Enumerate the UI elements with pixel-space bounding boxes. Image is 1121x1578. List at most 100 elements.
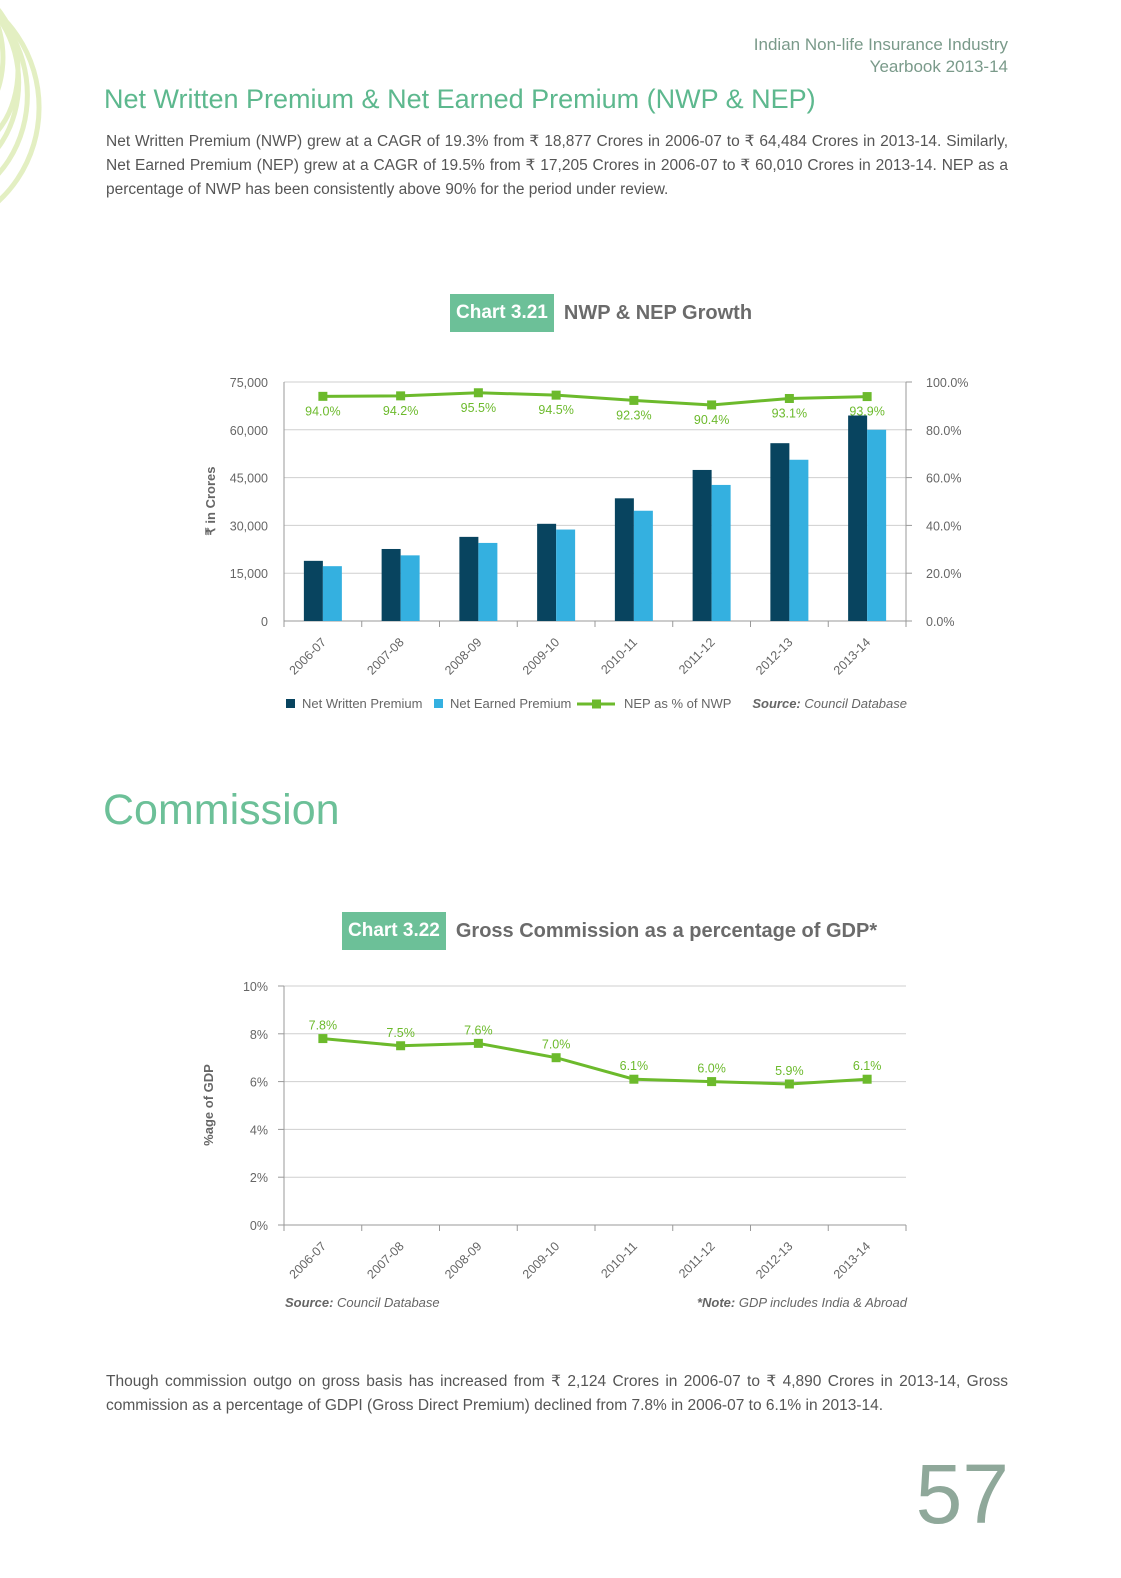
commission-title: Commission (103, 786, 340, 834)
chart2-marker (862, 1074, 872, 1084)
chart1-y2tick-label: 100.0% (926, 376, 968, 390)
header-line-1: Indian Non-life Insurance Industry (753, 35, 1008, 54)
chart1-ratio-label: 94.5% (538, 403, 573, 417)
chart2-data-label: 7.8% (309, 1019, 338, 1033)
chart1-bar-nep (322, 566, 342, 621)
chart1-source: Source: Council Database (752, 696, 907, 711)
chart1-ratio-marker (862, 392, 872, 402)
chart-1-number-tag: Chart 3.21 (450, 294, 554, 332)
chart2-ytick-label: 6% (250, 1076, 268, 1090)
chart2-xtick-label: 2006-07 (287, 1239, 329, 1281)
chart1-ratio-label: 90.4% (694, 413, 729, 427)
chart2-xtick-label: 2013-14 (831, 1239, 873, 1281)
chart1-bar-nep (478, 542, 498, 621)
chart1-xtick-label: 2009-10 (520, 635, 562, 677)
running-header: Indian Non-life Insurance Industry Yearb… (754, 34, 1008, 78)
chart1-xtick-label: 2012-13 (753, 635, 795, 677)
chart1-bar-nwp (770, 443, 790, 621)
chart2-note: *Note: GDP includes India & Abroad (697, 1295, 908, 1310)
chart1-xtick-label: 2006-07 (287, 635, 329, 677)
chart1-bar-nep (867, 429, 887, 621)
chart1-ytick-label: 0 (261, 615, 268, 629)
chart1-ratio-marker (629, 395, 639, 405)
chart1-y2tick-label: 80.0% (926, 424, 961, 438)
chart2-marker (473, 1038, 483, 1048)
chart1-ratio-label: 95.5% (461, 401, 496, 415)
chart1-ratio-label: 93.9% (849, 405, 884, 419)
chart1-legend-nwp: Net Written Premium (302, 696, 422, 711)
chart1-xtick-label: 2007-08 (364, 635, 406, 677)
chart2-ytick-label: 8% (250, 1028, 268, 1042)
chart1-bar-nep (711, 484, 731, 621)
chart2-xtick-label: 2010-11 (598, 1239, 640, 1281)
chart1-legend-swatch-nwp (286, 699, 295, 708)
chart1-ratio-label: 94.2% (383, 404, 418, 418)
chart-2-title: Gross Commission as a percentage of GDP* (455, 919, 878, 942)
chart2-marker (629, 1074, 639, 1084)
chart1-bar-nwp (614, 498, 634, 621)
chart1-bar-nep (556, 529, 576, 621)
chart1-legend-ratio: NEP as % of NWP (624, 696, 731, 711)
chart2-xtick-label: 2009-10 (520, 1239, 562, 1281)
chart1-ratio-marker (707, 400, 717, 410)
chart-1-title: NWP & NEP Growth (563, 301, 753, 324)
chart1-ratio-line (322, 391, 868, 407)
chart1-legend-swatch-ratio-marker (592, 699, 601, 709)
chart1-ratio-marker (473, 388, 483, 398)
chart1-ratio-marker (551, 390, 561, 400)
chart1-xtick-label: 2013-14 (831, 635, 873, 677)
chart-1-heading: Chart 3.21 NWP & NEP Growth (450, 294, 752, 332)
intro-paragraph: Net Written Premium (NWP) grew at a CAGR… (106, 133, 1008, 198)
chart1-bar-nwp (381, 548, 401, 621)
chart2-marker (707, 1077, 717, 1087)
chart2-marker (784, 1079, 794, 1089)
chart2-xtick-label: 2011-12 (676, 1239, 718, 1281)
chart1-ytick-label: 75,000 (230, 376, 268, 390)
chart2-data-label: 7.5% (386, 1026, 415, 1040)
chart1-ratio-marker (784, 393, 794, 403)
chart1-ratio-marker (396, 391, 406, 401)
chart2-y-axis-title: %age of GDP (201, 1064, 216, 1146)
chart2-marker (551, 1053, 561, 1063)
chart1-ytick-label: 45,000 (230, 472, 268, 486)
chart1-bar-nwp (692, 469, 712, 621)
chart1-bar-nwp (459, 536, 479, 621)
chart2-data-label: 5.9% (775, 1064, 804, 1078)
chart1-ytick-label: 30,000 (230, 519, 268, 533)
commission-paragraph: Though commission outgo on gross basis h… (106, 1373, 1008, 1414)
chart2-xtick-label: 2008-09 (442, 1239, 484, 1281)
chart2-ytick-label: 10% (243, 980, 268, 994)
chart1-bar-nep (400, 555, 420, 621)
chart1-y2tick-label: 0.0% (926, 615, 955, 629)
chart1-ytick-label: 15,000 (230, 567, 268, 581)
chart1-y2tick-label: 20.0% (926, 567, 961, 581)
chart1-y-axis-title: ₹ in Crores (203, 467, 218, 536)
chart2-xtick-label: 2012-13 (753, 1239, 795, 1281)
chart2-data-label: 7.0% (542, 1038, 571, 1052)
chart1-ratio-label: 94.0% (305, 404, 340, 418)
chart1-ratio-label: 93.1% (772, 406, 807, 420)
chart1-bar-nwp (537, 523, 557, 621)
chart1-bar-nwp (303, 560, 323, 621)
chart2-data-label: 6.1% (620, 1059, 649, 1073)
chart1-y2tick-label: 40.0% (926, 519, 961, 533)
chart2-data-label: 6.0% (697, 1062, 726, 1076)
chart2-data-label: 7.6% (464, 1023, 493, 1037)
chart1-xtick-label: 2011-12 (676, 635, 718, 677)
chart1-ratio-label: 92.3% (616, 408, 651, 422)
chart2-marker (318, 1034, 328, 1044)
header-line-2: Yearbook 2013-14 (869, 57, 1008, 76)
chart1-xtick-label: 2008-09 (442, 635, 484, 677)
chart2-ytick-label: 0% (250, 1219, 268, 1233)
section-title: Net Written Premium & Net Earned Premium… (104, 84, 816, 114)
chart2-ytick-label: 4% (250, 1123, 268, 1137)
chart2-ytick-label: 2% (250, 1171, 268, 1185)
chart1-xtick-label: 2010-11 (598, 635, 640, 677)
chart1-legend-swatch-nep (434, 699, 443, 708)
chart1-bar-nep (633, 510, 653, 621)
chart2-line (322, 1037, 868, 1086)
decorative-arcs (0, 8, 42, 204)
chart1-ratio-marker (318, 391, 328, 401)
chart1-bar-nep (789, 459, 809, 621)
